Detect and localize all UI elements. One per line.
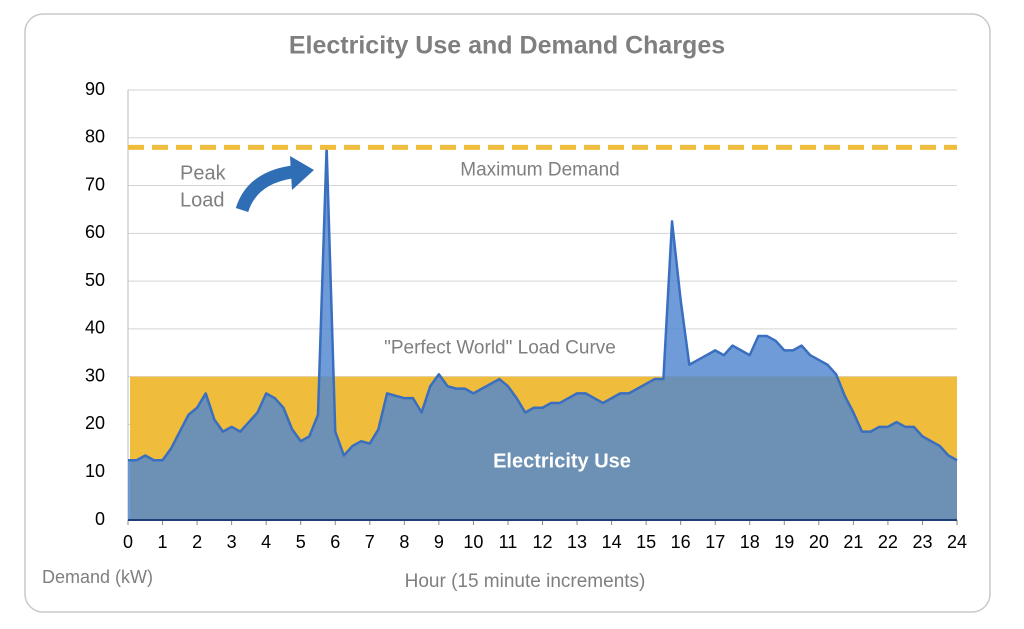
x-tick-label: 15 (636, 532, 656, 552)
reference-area-label: "Perfect World" Load Curve (384, 338, 616, 359)
y-tick-label: 40 (85, 318, 105, 338)
annotations: Peak Load (180, 156, 314, 213)
x-axis-label: Hour (15 minute increments) (405, 571, 646, 592)
area-line (128, 146, 958, 462)
y-tick-label: 70 (85, 174, 105, 194)
x-tick-label: 23 (912, 532, 932, 552)
x-tick-label: 10 (463, 532, 483, 552)
peak-label: Peak (180, 162, 227, 184)
x-tick-label: 19 (774, 532, 794, 552)
x-tick-label: 7 (365, 532, 375, 552)
x-tick-label: 24 (947, 532, 967, 552)
x-tick-label: 5 (296, 532, 306, 552)
x-tick-label: 14 (602, 532, 622, 552)
y-tick-label: 30 (85, 365, 105, 385)
y-axis-label: Demand (kW) (42, 567, 153, 587)
y-tick-label: 20 (85, 413, 105, 433)
y-tick-label: 60 (85, 222, 105, 242)
x-tick-label: 2 (192, 532, 202, 552)
x-tick-label: 22 (878, 532, 898, 552)
x-tick-label: 16 (671, 532, 691, 552)
x-tick-label: 3 (227, 532, 237, 552)
peak-arrow-head (290, 156, 314, 190)
x-tick-label: 9 (434, 532, 444, 552)
x-tick-label: 20 (809, 532, 829, 552)
area-fill (128, 147, 957, 521)
x-tick-label: 21 (843, 532, 863, 552)
y-tick-label: 90 (85, 79, 105, 99)
chart-title: Electricity Use and Demand Charges (289, 32, 725, 60)
x-tick-label: 4 (261, 532, 271, 552)
x-tick-label: 11 (499, 532, 518, 552)
x-tick-label: 17 (705, 532, 725, 552)
x-tick-label: 6 (330, 532, 340, 552)
x-tick-label: 0 (123, 532, 133, 552)
x-tick-label: 13 (567, 532, 587, 552)
y-tick-label: 0 (95, 509, 105, 529)
peak-label: Load (180, 189, 225, 211)
y-tick-label: 80 (85, 127, 105, 147)
x-tick-label: 8 (399, 532, 409, 552)
x-tick-label: 12 (532, 532, 552, 552)
series-label: Electricity Use (493, 450, 631, 472)
reference-line-label: Maximum Demand (460, 159, 619, 180)
x-tick-label: 1 (158, 532, 168, 552)
peak-arrow (235, 165, 294, 213)
x-tick-label: 18 (740, 532, 760, 552)
y-tick-label: 50 (85, 270, 105, 290)
y-tick-label: 10 (85, 461, 105, 481)
